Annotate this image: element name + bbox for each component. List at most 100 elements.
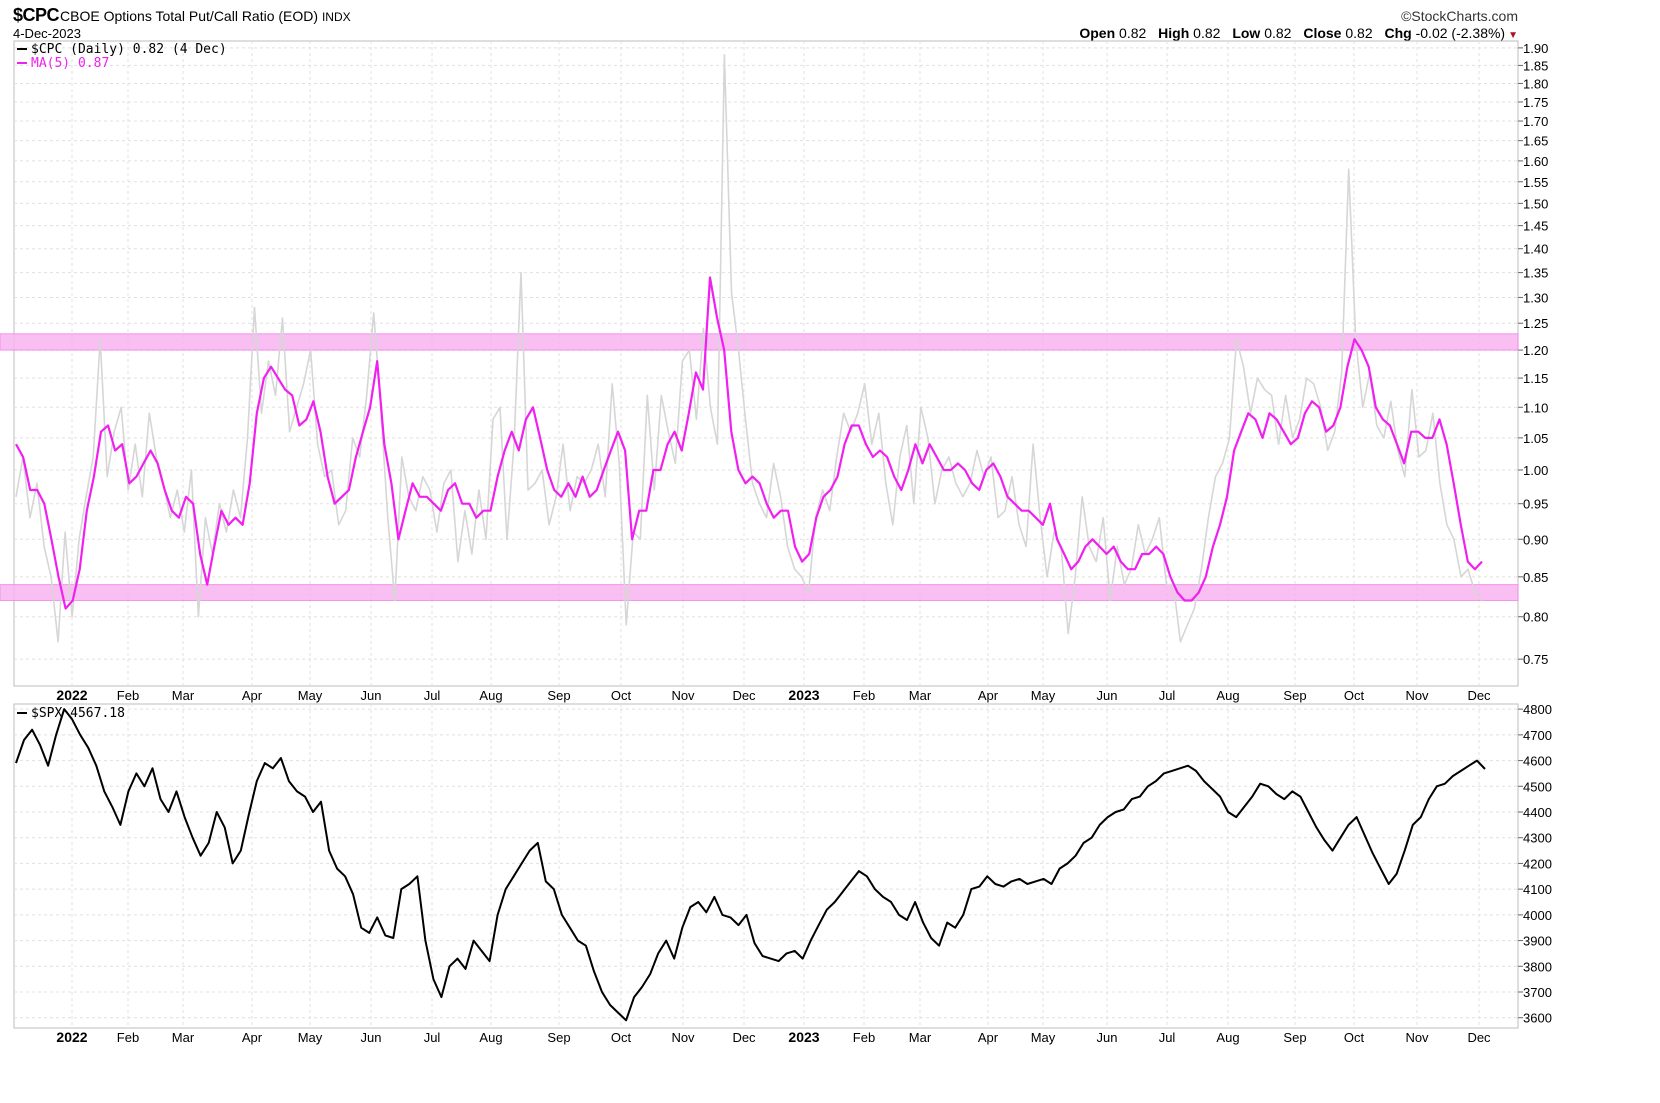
cpc-y-tick-label: 1.25 — [1523, 316, 1548, 331]
spx-x-tick-label: Apr — [978, 1030, 999, 1045]
ohlc-readout: Open 0.82 High 0.82 Low 0.82 Close 0.82 … — [1071, 25, 1518, 41]
spx-x-tick-label: Sep — [547, 1030, 570, 1045]
spx-x-tick-label: May — [1031, 1030, 1056, 1045]
cpc-panel: 0.75 0.80 0.85 0.90 0.95 1.00 1.05 1.10 1.15 1.20… — [0, 40, 1548, 703]
cpc-x-tick-label: 2022 — [56, 687, 87, 703]
cpc-y-tick-label: 1.60 — [1523, 154, 1548, 169]
cpc-y-tick-label: 1.15 — [1523, 371, 1548, 386]
spx-x-tick-label: Oct — [1344, 1030, 1365, 1045]
cpc-y-tick-label: 1.65 — [1523, 134, 1548, 149]
spx-x-tick-label: Apr — [242, 1030, 263, 1045]
cpc-x-tick-label: Oct — [611, 688, 632, 703]
cpc-highlight-band — [0, 584, 1519, 601]
symbol-description: CBOE Options Total Put/Call Ratio (EOD) — [60, 8, 319, 24]
spx-y-tick-label: 3600 — [1523, 1011, 1552, 1026]
cpc-y-tick-label: 1.80 — [1523, 76, 1548, 91]
low-value: 0.82 — [1264, 25, 1292, 41]
chg-label: Chg — [1384, 25, 1412, 41]
cpc-x-tick-label: May — [298, 688, 323, 703]
spx-x-tick-label: Mar — [172, 1030, 195, 1045]
spx-x-tick-label: Nov — [671, 1030, 695, 1045]
spx-y-tick-label: 3800 — [1523, 959, 1552, 974]
cpc-x-tick-label: Sep — [547, 688, 570, 703]
spx-y-tick-label: 4400 — [1523, 805, 1552, 820]
cpc-y-tick-label: 1.50 — [1523, 196, 1548, 211]
spx-x-tick-label: Jul — [424, 1030, 441, 1045]
cpc-y-tick-label: 1.00 — [1523, 463, 1548, 478]
spx-x-tick-label: Dec — [732, 1030, 756, 1045]
cpc-y-tick-label: 0.85 — [1523, 570, 1548, 585]
cpc-y-tick-label: 1.45 — [1523, 219, 1548, 234]
open-label: Open — [1079, 25, 1116, 41]
cpc-y-tick-label: 1.55 — [1523, 175, 1548, 190]
low-label: Low — [1232, 25, 1261, 41]
exchange-label: INDX — [321, 10, 351, 24]
chg-value: -0.02 (-2.38%) — [1415, 25, 1506, 41]
high-label: High — [1158, 25, 1190, 41]
close-value: 0.82 — [1345, 25, 1373, 41]
cpc-x-tick-label: Aug — [479, 688, 502, 703]
cpc-y-tick-label: 1.90 — [1523, 41, 1548, 56]
close-label: Close — [1303, 25, 1342, 41]
spx-y-tick-label: 3700 — [1523, 985, 1552, 1000]
spx-legend-label: $SPX 4567.18 — [31, 706, 125, 721]
cpc-y-tick-label: 1.35 — [1523, 266, 1548, 281]
spx-y-tick-label: 4800 — [1523, 702, 1552, 717]
spx-series-line-0 — [15, 708, 1486, 1022]
symbol-title: $CPC — [13, 5, 60, 25]
spx-x-tick-label: May — [298, 1030, 323, 1045]
spx-y-tick-label: 4300 — [1523, 831, 1552, 846]
cpc-x-tick-label: Feb — [117, 688, 139, 703]
cpc-y-tick-label: 1.30 — [1523, 290, 1548, 305]
cpc-x-tick-label: Sep — [1283, 688, 1306, 703]
cpc-y-tick-label: 1.75 — [1523, 95, 1548, 110]
cpc-x-tick-label: 2023 — [788, 687, 819, 703]
chart-header: $CPC CBOE Options Total Put/Call Ratio (… — [0, 0, 1660, 46]
cpc-plot-frame — [13, 40, 1519, 687]
cpc-x-tick-label: Mar — [909, 688, 932, 703]
spx-y-tick-label: 4100 — [1523, 882, 1552, 897]
cpc-y-tick-label: 1.10 — [1523, 400, 1548, 415]
spx-plot-frame — [13, 703, 1519, 1029]
cpc-y-tick-label: 0.80 — [1523, 610, 1548, 625]
cpc-legend-label: $CPC (Daily) 0.82 (4 Dec) — [31, 42, 227, 57]
cpc-x-tick-label: Mar — [172, 688, 195, 703]
spx-y-tick-label: 3900 — [1523, 934, 1552, 949]
cpc-x-tick-label: Apr — [242, 688, 263, 703]
cpc-series-line-1 — [15, 276, 1483, 610]
spx-x-tick-label: 2022 — [56, 1029, 87, 1045]
spx-x-tick-label: Jun — [361, 1030, 382, 1045]
spx-x-tick-label: Aug — [1216, 1030, 1239, 1045]
cpc-x-tick-label: Nov — [671, 688, 695, 703]
spx-x-tick-label: Mar — [909, 1030, 932, 1045]
spx-panel: 3600 3700 3800 3900 4000 4100 4200 4300 4400 4500… — [13, 702, 1552, 1045]
spx-x-tick-label: Dec — [1467, 1030, 1491, 1045]
cpc-x-tick-label: Apr — [978, 688, 999, 703]
cpc-x-tick-label: Nov — [1405, 688, 1429, 703]
cpc-x-tick-label: Jul — [1159, 688, 1176, 703]
spx-x-tick-label: Oct — [611, 1030, 632, 1045]
cpc-x-tick-label: Jun — [361, 688, 382, 703]
spx-y-tick-label: 4200 — [1523, 856, 1552, 871]
spx-y-tick-label: 4000 — [1523, 908, 1552, 923]
cpc-x-tick-label: Oct — [1344, 688, 1365, 703]
spx-y-tick-label: 4600 — [1523, 754, 1552, 769]
cpc-x-tick-label: May — [1031, 688, 1056, 703]
spx-x-tick-label: Feb — [117, 1030, 139, 1045]
high-value: 0.82 — [1193, 25, 1221, 41]
cpc-x-tick-label: Jun — [1097, 688, 1118, 703]
cpc-highlight-band — [0, 333, 1519, 351]
down-triangle-icon: ▼ — [1508, 30, 1518, 41]
spx-x-tick-label: Nov — [1405, 1030, 1429, 1045]
cpc-y-tick-label: 1.70 — [1523, 114, 1548, 129]
spx-y-tick-label: 4500 — [1523, 779, 1552, 794]
cpc-x-tick-label: Feb — [853, 688, 875, 703]
spx-x-tick-label: Sep — [1283, 1030, 1306, 1045]
spx-x-tick-label: Jul — [1159, 1030, 1176, 1045]
spx-x-tick-label: Feb — [853, 1030, 875, 1045]
cpc-x-tick-label: Dec — [732, 688, 756, 703]
cpc-y-tick-label: 1.40 — [1523, 242, 1548, 257]
cpc-x-tick-label: Jul — [424, 688, 441, 703]
spx-y-tick-label: 4700 — [1523, 728, 1552, 743]
